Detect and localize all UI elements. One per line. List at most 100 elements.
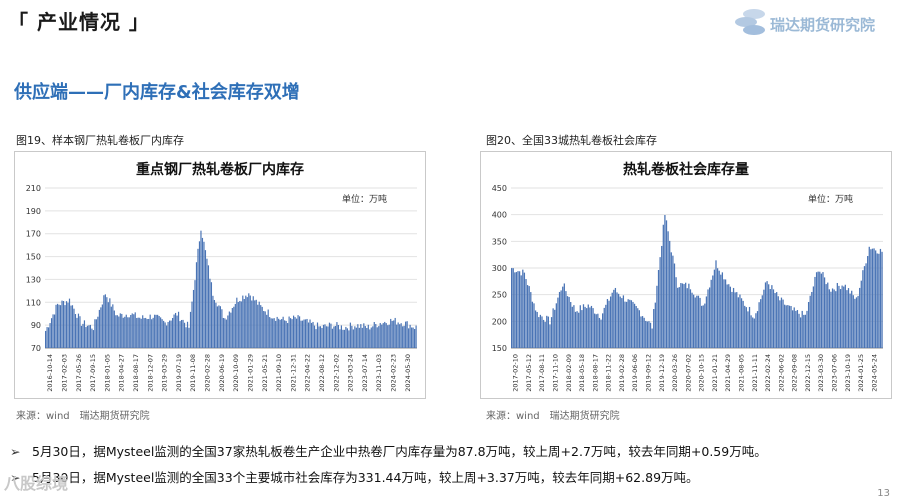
bar bbox=[675, 277, 677, 348]
bar bbox=[331, 328, 334, 348]
bar bbox=[312, 321, 314, 348]
x-tick-label: 2018-08-17 bbox=[591, 354, 599, 392]
arrow-bullet-icon: ➢ bbox=[10, 470, 21, 485]
bar bbox=[699, 297, 701, 348]
bar bbox=[412, 327, 414, 348]
page-header-title: 「 产业情况 」 bbox=[8, 10, 150, 34]
bar bbox=[603, 307, 605, 348]
bar bbox=[252, 296, 254, 348]
x-tick-label: 2018-08-17 bbox=[132, 354, 140, 392]
bar bbox=[774, 293, 776, 348]
bar bbox=[822, 272, 824, 348]
bar bbox=[688, 283, 690, 348]
bar bbox=[625, 301, 628, 348]
bar bbox=[817, 271, 819, 348]
bar bbox=[515, 272, 518, 348]
bar bbox=[340, 325, 343, 348]
bar bbox=[337, 325, 340, 348]
bar bbox=[414, 329, 416, 348]
bar bbox=[260, 305, 262, 348]
bar bbox=[191, 301, 193, 348]
bar bbox=[387, 325, 389, 348]
x-tick-label: 2019-03-29 bbox=[161, 354, 169, 392]
bar bbox=[212, 295, 214, 348]
bar bbox=[855, 297, 858, 348]
bar bbox=[171, 317, 174, 348]
bar bbox=[876, 253, 878, 348]
bar bbox=[367, 324, 369, 348]
bar bbox=[315, 329, 317, 348]
bar bbox=[163, 320, 165, 348]
bar bbox=[646, 321, 648, 348]
arrow-bullet-icon: ➢ bbox=[10, 444, 21, 459]
bar bbox=[354, 326, 356, 348]
bar bbox=[633, 303, 636, 348]
bar bbox=[582, 304, 585, 348]
bar bbox=[278, 318, 280, 348]
bar bbox=[801, 310, 803, 348]
watermark: 八股综境 bbox=[4, 474, 69, 493]
bar bbox=[562, 286, 564, 348]
bar bbox=[784, 304, 786, 348]
x-tick-label: 2022-06-02 bbox=[777, 354, 785, 392]
bar bbox=[294, 317, 296, 348]
bar bbox=[334, 325, 337, 348]
bar bbox=[152, 317, 154, 348]
bar bbox=[728, 284, 730, 348]
bar bbox=[53, 314, 56, 348]
bar bbox=[157, 314, 159, 348]
bar bbox=[139, 317, 141, 348]
figure-source-2: 来源：wind 瑞达期货研究院 bbox=[486, 411, 620, 422]
bar bbox=[97, 316, 99, 348]
bar bbox=[161, 319, 163, 348]
y-tick-label: 110 bbox=[26, 298, 41, 307]
y-tick-label: 130 bbox=[26, 275, 41, 284]
bar bbox=[361, 327, 363, 348]
bar bbox=[304, 319, 307, 348]
bar bbox=[657, 269, 660, 348]
y-tick-label: 170 bbox=[26, 230, 41, 239]
bar bbox=[691, 292, 693, 348]
bar bbox=[750, 315, 752, 348]
bar bbox=[827, 282, 829, 348]
bar bbox=[133, 314, 135, 348]
bar bbox=[255, 299, 257, 348]
x-tick-label: 2022-02-24 bbox=[764, 354, 772, 392]
bar bbox=[852, 295, 854, 348]
bar bbox=[739, 294, 741, 348]
bar bbox=[98, 309, 100, 348]
bar bbox=[683, 284, 685, 348]
bar bbox=[142, 315, 144, 348]
bar bbox=[544, 321, 546, 348]
x-tick-label: 2023-11-03 bbox=[375, 354, 383, 392]
bar bbox=[76, 317, 78, 348]
bar bbox=[554, 309, 556, 348]
bar bbox=[394, 317, 396, 348]
bar bbox=[523, 272, 526, 348]
bar bbox=[254, 300, 256, 348]
bar bbox=[379, 322, 381, 348]
bar bbox=[327, 326, 329, 348]
bar bbox=[742, 300, 744, 348]
x-tick-label: 2022-09-08 bbox=[791, 354, 799, 392]
bar bbox=[616, 292, 618, 348]
bar bbox=[839, 289, 842, 348]
x-tick-label: 2018-05-18 bbox=[578, 354, 586, 392]
x-tick-label: 2019-12-19 bbox=[658, 354, 666, 392]
bar bbox=[720, 274, 722, 348]
bar bbox=[609, 296, 612, 348]
bar bbox=[664, 215, 666, 348]
y-tick-label: 350 bbox=[492, 237, 507, 246]
bar bbox=[137, 317, 139, 348]
bar bbox=[384, 321, 386, 348]
bar bbox=[134, 312, 136, 348]
bar bbox=[846, 290, 848, 348]
bar bbox=[266, 314, 268, 348]
bar bbox=[624, 301, 626, 348]
bar bbox=[342, 329, 344, 348]
bar bbox=[263, 310, 265, 348]
x-tick-label: 2019-07-19 bbox=[175, 354, 183, 392]
bar bbox=[346, 328, 348, 348]
bar bbox=[189, 311, 192, 348]
bar bbox=[382, 323, 384, 348]
